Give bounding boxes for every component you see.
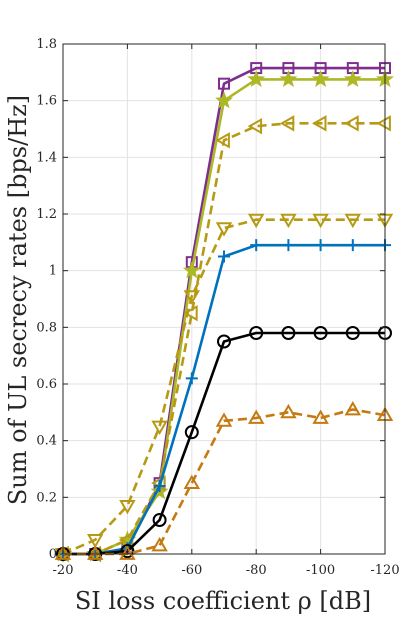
series-triangle-left — [54, 115, 391, 563]
series-line — [63, 78, 385, 556]
y-tick-label: 1.6 — [36, 94, 57, 109]
series-circle — [56, 326, 392, 561]
y-tick-label: 1.4 — [36, 150, 57, 165]
data-point — [314, 239, 327, 252]
series-line — [63, 122, 385, 556]
data-point — [247, 70, 266, 88]
data-point — [312, 213, 329, 229]
ticks: 0 0.2 0.4 0.6 0.8 1 1.2 1.4 1.6 1.8 -20 -40 -60 -80 -1… — [36, 37, 399, 578]
data-point — [250, 239, 263, 252]
data-point — [280, 403, 297, 419]
data-point — [344, 400, 362, 416]
x-axis-label: SI loss coefficient ρ [dB] — [75, 587, 371, 615]
data-point — [217, 334, 231, 349]
data-point — [280, 213, 297, 229]
data-point — [279, 70, 298, 88]
data-point — [218, 250, 230, 263]
y-tick-label: 1 — [49, 264, 57, 279]
data-point — [247, 213, 265, 229]
series-line — [63, 331, 385, 556]
data-point — [311, 70, 330, 88]
data-point — [86, 545, 104, 560]
x-tick-label: -80 — [246, 563, 267, 578]
data-point — [281, 326, 296, 340]
y-axis-label: Sum of UL secrecy rates [bps/Hz] — [4, 95, 32, 505]
data-point — [215, 222, 233, 237]
series-layer — [54, 62, 394, 563]
series-line — [63, 408, 386, 556]
data-point — [86, 533, 104, 549]
data-point — [346, 239, 359, 252]
data-point — [345, 326, 360, 340]
y-tick-label: 1.2 — [36, 207, 57, 222]
y-tick-label: 1.8 — [36, 37, 57, 52]
data-point — [182, 261, 201, 279]
data-point — [344, 213, 362, 229]
data-point — [247, 117, 263, 135]
data-point — [151, 536, 168, 552]
data-point — [282, 239, 295, 252]
data-point — [218, 77, 230, 90]
data-point — [215, 412, 233, 427]
series-plus — [57, 239, 391, 560]
data-point — [183, 304, 198, 322]
grid — [62, 43, 386, 555]
plot-frame — [62, 43, 386, 555]
x-tick-label: -40 — [117, 563, 138, 578]
x-tick-label: -120 — [370, 563, 399, 578]
series-triangle-up — [54, 400, 394, 560]
data-point — [185, 372, 198, 385]
data-point — [312, 409, 329, 424]
x-tick-label: -100 — [306, 563, 335, 578]
data-point — [183, 290, 201, 305]
series-line — [62, 218, 385, 556]
y-tick-label: 0.6 — [36, 377, 57, 392]
data-point — [247, 409, 265, 424]
data-point — [312, 115, 327, 132]
data-point — [313, 326, 328, 340]
data-point — [152, 513, 167, 527]
data-point — [54, 545, 72, 560]
data-point — [184, 425, 199, 440]
data-point — [279, 115, 295, 132]
data-point — [151, 420, 168, 436]
data-point — [119, 499, 136, 515]
y-tick-label: 0.8 — [36, 320, 57, 335]
data-point — [249, 326, 264, 340]
series-line — [63, 243, 385, 556]
data-point — [215, 91, 233, 109]
data-point — [215, 132, 230, 149]
data-point — [183, 474, 201, 490]
data-point — [344, 115, 359, 132]
data-point — [153, 480, 166, 492]
y-tick-label: 0 — [49, 547, 57, 562]
data-point — [343, 70, 362, 88]
data-point — [119, 545, 136, 560]
x-tick-label: -60 — [181, 563, 202, 578]
x-tick-label: -20 — [53, 563, 74, 578]
series-triangle-down — [54, 213, 394, 563]
data-point — [376, 115, 391, 132]
y-tick-label: 0.2 — [36, 490, 57, 505]
y-tick-label: 0.4 — [36, 434, 57, 449]
